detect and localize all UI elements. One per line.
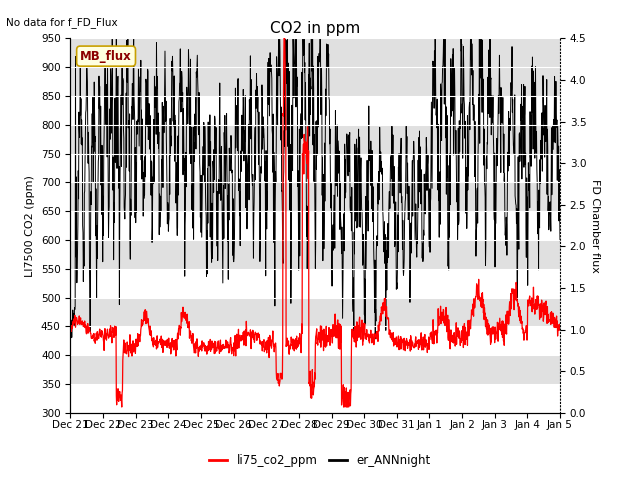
Legend: li75_co2_ppm, er_ANNnight: li75_co2_ppm, er_ANNnight — [205, 449, 435, 472]
Bar — [70, 240, 560, 269]
Y-axis label: FD Chamber flux: FD Chamber flux — [590, 179, 600, 273]
Y-axis label: LI7500 CO2 (ppm): LI7500 CO2 (ppm) — [26, 175, 35, 276]
Bar — [70, 38, 560, 96]
Text: No data for f_FD_Flux: No data for f_FD_Flux — [6, 17, 118, 28]
Text: MB_flux: MB_flux — [80, 49, 132, 62]
Bar — [70, 298, 560, 326]
Title: CO2 in ppm: CO2 in ppm — [270, 21, 360, 36]
Bar — [70, 125, 560, 154]
Bar — [70, 355, 560, 384]
Bar — [70, 182, 560, 211]
